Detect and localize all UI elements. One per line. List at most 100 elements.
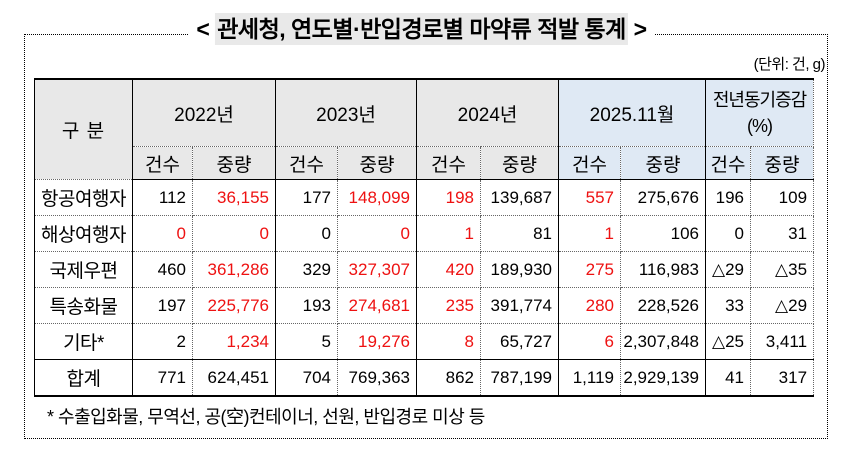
value-cell: 2,929,139 bbox=[620, 359, 707, 397]
column-header-2025-11: 2025.11월 bbox=[558, 79, 707, 147]
value-cell: 109 bbox=[750, 179, 815, 216]
row-label: 특송화물 bbox=[34, 287, 133, 324]
value-cell: 2,307,848 bbox=[620, 323, 707, 360]
value-cell: 106 bbox=[620, 215, 707, 252]
value-cell: 557 bbox=[558, 179, 621, 216]
value-cell: 198 bbox=[416, 179, 481, 216]
title-bracket-right: > bbox=[633, 16, 647, 42]
value-cell: 65,727 bbox=[480, 323, 559, 360]
yoy-label-line2: (%) bbox=[747, 116, 773, 136]
subheader-cases-2023: 건수 bbox=[275, 146, 338, 180]
total-row: 합계 771 624,451 704 769,363 862 787,199 1,119 2,9… bbox=[34, 359, 815, 397]
table-body: 항공여행자 112 36,155 177 148,099 198 139,687 557 275… bbox=[34, 179, 815, 397]
value-cell: 329 bbox=[275, 251, 338, 288]
subheader-weight-2023: 중량 bbox=[337, 146, 417, 180]
subheader-weight-2025: 중량 bbox=[620, 146, 707, 180]
value-cell: 0 bbox=[337, 215, 417, 252]
unit-label: (단위: 건, g) bbox=[753, 56, 826, 73]
value-cell: 361,286 bbox=[192, 251, 276, 288]
subheader-cases-2022: 건수 bbox=[132, 146, 193, 180]
value-cell: △29 bbox=[750, 287, 815, 324]
table-row: 국제우편 460 361,286 329 327,307 420 189,930 275 116… bbox=[34, 251, 815, 288]
yoy-label-line1: 전년동기증감 bbox=[712, 89, 807, 110]
value-cell: 624,451 bbox=[192, 359, 276, 397]
value-cell: 0 bbox=[192, 215, 276, 252]
value-cell: 19,276 bbox=[337, 323, 417, 360]
value-cell: 1,234 bbox=[192, 323, 276, 360]
subheader-cases-yoy: 건수 bbox=[705, 146, 752, 180]
value-cell: 862 bbox=[416, 359, 481, 397]
value-cell: 196 bbox=[705, 179, 752, 216]
value-cell: 460 bbox=[132, 251, 193, 288]
value-cell: 0 bbox=[132, 215, 193, 252]
value-cell: 280 bbox=[558, 287, 621, 324]
value-cell: 769,363 bbox=[337, 359, 417, 397]
value-cell: 197 bbox=[132, 287, 193, 324]
column-header-2023: 2023년 bbox=[275, 79, 417, 147]
value-cell: 225,776 bbox=[192, 287, 276, 324]
value-cell: 1 bbox=[416, 215, 481, 252]
row-label: 항공여행자 bbox=[34, 179, 133, 216]
value-cell: 193 bbox=[275, 287, 338, 324]
subheader-weight-2022: 중량 bbox=[192, 146, 276, 180]
value-cell: 0 bbox=[275, 215, 338, 252]
value-cell: 704 bbox=[275, 359, 338, 397]
value-cell: 1 bbox=[558, 215, 621, 252]
title-text: 관세청, 연도별·반입경로별 마약류 적발 통계 bbox=[215, 13, 628, 45]
value-cell: 391,774 bbox=[480, 287, 559, 324]
table-row: 특송화물 197 225,776 193 274,681 235 391,774 280 228… bbox=[34, 287, 815, 324]
value-cell: △29 bbox=[705, 251, 752, 288]
page-title: < 관세청, 연도별·반입경로별 마약류 적발 통계 > bbox=[188, 10, 655, 45]
value-cell: 177 bbox=[275, 179, 338, 216]
value-cell: 31 bbox=[750, 215, 815, 252]
value-cell: △35 bbox=[750, 251, 815, 288]
value-cell: 3,411 bbox=[750, 323, 815, 360]
subheader-cases-2024: 건수 bbox=[416, 146, 481, 180]
value-cell: 148,099 bbox=[337, 179, 417, 216]
table-row: 항공여행자 112 36,155 177 148,099 198 139,687 557 275… bbox=[34, 179, 815, 216]
value-cell: 6 bbox=[558, 323, 621, 360]
value-cell: 81 bbox=[480, 215, 559, 252]
value-cell: 8 bbox=[416, 323, 481, 360]
value-cell: 275,676 bbox=[620, 179, 707, 216]
value-cell: 420 bbox=[416, 251, 481, 288]
value-cell: 116,983 bbox=[620, 251, 707, 288]
column-header-category: 구 분 bbox=[34, 79, 133, 180]
statistics-table: 구 분 2022년 2023년 2024년 2025.11월 전년동기증감 (%… bbox=[34, 78, 815, 397]
row-label: 국제우편 bbox=[34, 251, 133, 288]
value-cell: 235 bbox=[416, 287, 481, 324]
value-cell: 36,155 bbox=[192, 179, 276, 216]
value-cell: 1,119 bbox=[558, 359, 621, 397]
value-cell: 139,687 bbox=[480, 179, 559, 216]
subheader-weight-yoy: 중량 bbox=[750, 146, 815, 180]
value-cell: 5 bbox=[275, 323, 338, 360]
value-cell: 275 bbox=[558, 251, 621, 288]
subheader-cases-2025: 건수 bbox=[558, 146, 621, 180]
value-cell: 33 bbox=[705, 287, 752, 324]
row-label: 해상여행자 bbox=[34, 215, 133, 252]
value-cell: 317 bbox=[750, 359, 815, 397]
value-cell: △25 bbox=[705, 323, 752, 360]
footnote: * 수출입화물, 무역선, 공(空)컨테이너, 선원, 반입경로 미상 등 bbox=[47, 407, 485, 427]
value-cell: 0 bbox=[705, 215, 752, 252]
value-cell: 771 bbox=[132, 359, 193, 397]
table-row: 기타* 2 1,234 5 19,276 8 65,727 6 2,307,848 △25 3,41… bbox=[34, 323, 815, 360]
value-cell: 189,930 bbox=[480, 251, 559, 288]
table-row: 해상여행자 0 0 0 0 1 81 1 106 0 31 bbox=[34, 215, 815, 252]
value-cell: 274,681 bbox=[337, 287, 417, 324]
title-bracket-left: < bbox=[196, 16, 210, 42]
year-header-row: 구 분 2022년 2023년 2024년 2025.11월 전년동기증감 (%… bbox=[34, 79, 815, 180]
value-cell: 112 bbox=[132, 179, 193, 216]
column-header-2022: 2022년 bbox=[132, 79, 276, 147]
column-header-2024: 2024년 bbox=[416, 79, 559, 147]
value-cell: 41 bbox=[705, 359, 752, 397]
row-label: 기타* bbox=[34, 323, 133, 360]
value-cell: 787,199 bbox=[480, 359, 559, 397]
subheader-weight-2024: 중량 bbox=[480, 146, 559, 180]
value-cell: 327,307 bbox=[337, 251, 417, 288]
value-cell: 2 bbox=[132, 323, 193, 360]
column-header-yoy-change: 전년동기증감 (%) bbox=[705, 79, 815, 147]
subheader-row: 건수 중량 건수 중량 건수 중량 건수 중량 건수 중량 bbox=[35, 146, 815, 180]
value-cell: 228,526 bbox=[620, 287, 707, 324]
